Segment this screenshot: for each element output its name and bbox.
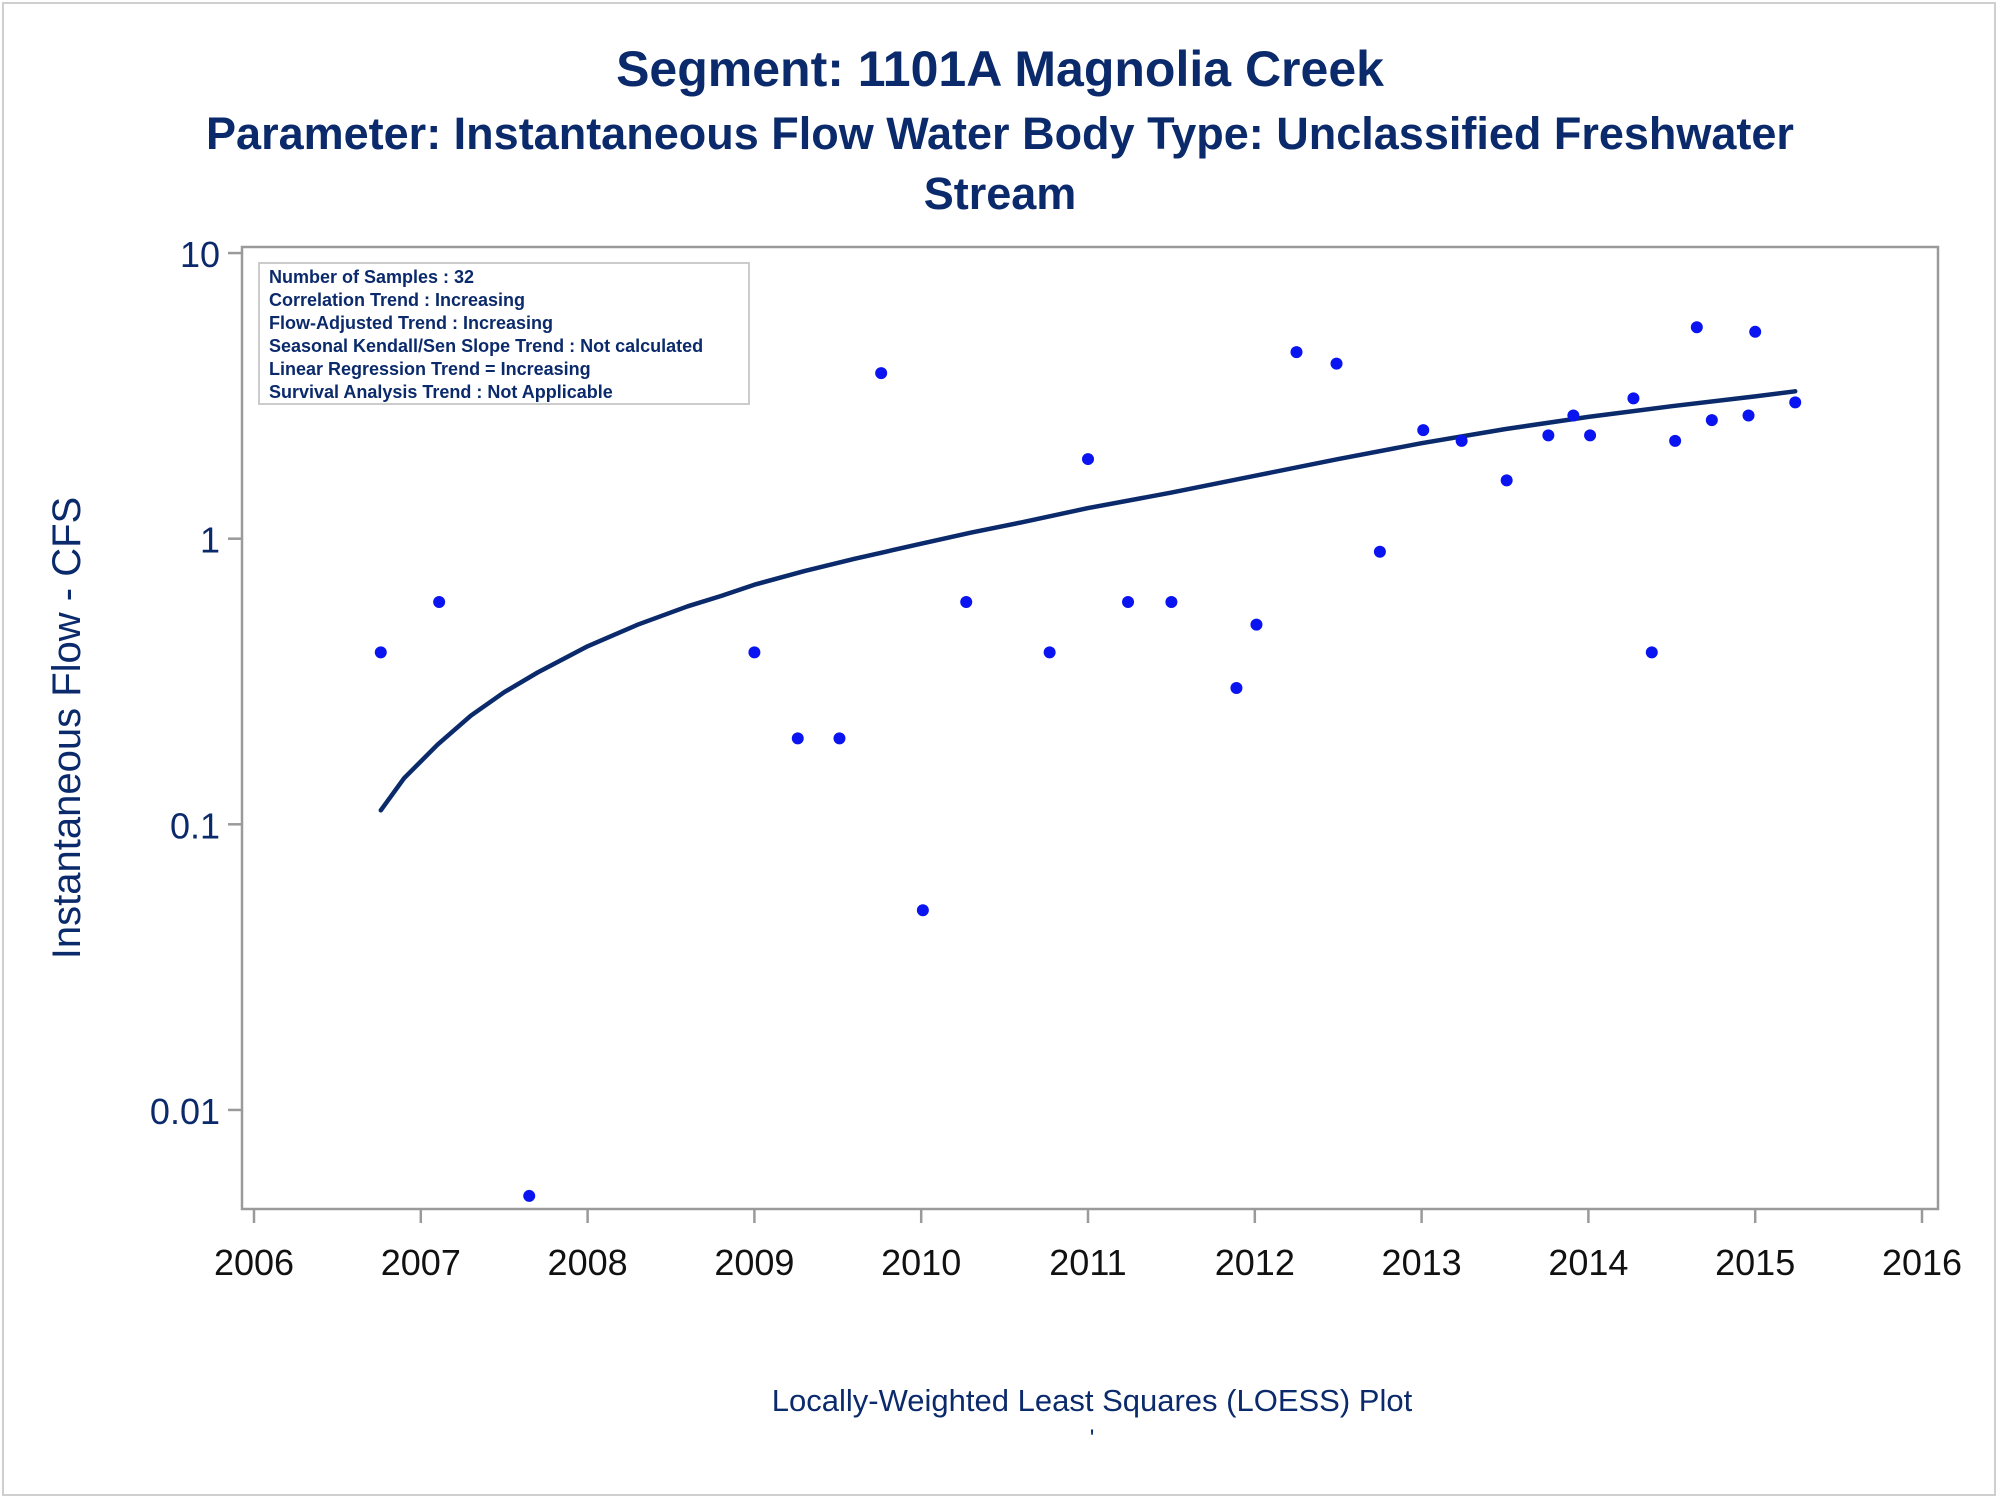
- x-tick-label: 2009: [714, 1242, 794, 1283]
- data-point: [916, 904, 929, 917]
- stats-linear-regression: Linear Regression Trend = Increasing: [269, 359, 591, 379]
- chart-title: Segment: 1101A Magnolia Creek: [616, 41, 1384, 97]
- data-point: [523, 1189, 536, 1202]
- x-tick-label: 2010: [881, 1242, 961, 1283]
- x-tick-label: 2016: [1882, 1242, 1962, 1283]
- data-point: [1417, 424, 1430, 437]
- data-point: [748, 646, 761, 659]
- x-axis: 2006 2007 2008 2009 2010 2011 2012 2013 2014 2015…: [214, 1209, 1962, 1283]
- data-point: [1165, 596, 1178, 609]
- data-point: [1749, 325, 1762, 338]
- data-point: [1789, 396, 1802, 409]
- x-tick-label: 2007: [381, 1242, 461, 1283]
- data-point: [1373, 545, 1386, 558]
- y-tick-label: 0.01: [150, 1091, 220, 1132]
- data-point: [1705, 414, 1718, 427]
- data-point: [875, 367, 888, 380]
- data-point: [1742, 409, 1755, 422]
- data-point: [1230, 682, 1243, 695]
- plot-area: [240, 245, 1940, 1211]
- stats-seasonal-kendall: Seasonal Kendall/Sen Slope Trend : Not c…: [269, 336, 703, 356]
- footnote-mark: ': [1090, 1425, 1095, 1452]
- data-point: [1567, 409, 1580, 422]
- data-point: [1043, 646, 1056, 659]
- chart-subtitle-continued: Stream: [923, 168, 1077, 219]
- data-point: [1082, 453, 1094, 466]
- data-point: [374, 646, 387, 659]
- stats-survival-analysis: Survival Analysis Trend : Not Applicable: [269, 382, 613, 402]
- x-tick-label: 2014: [1548, 1242, 1628, 1283]
- x-tick-label: 2011: [1049, 1242, 1126, 1283]
- data-point: [1455, 434, 1468, 447]
- x-tick-label: 2013: [1382, 1242, 1462, 1283]
- stats-correlation-trend: Correlation Trend : Increasing: [269, 290, 525, 310]
- data-point: [960, 596, 973, 609]
- data-point: [1250, 618, 1263, 631]
- x-tick-label: 2008: [548, 1242, 628, 1283]
- data-point: [1669, 434, 1682, 447]
- y-axis: 10 1 0.1 0.01: [150, 234, 242, 1132]
- data-point: [791, 732, 804, 745]
- x-tick-label: 2012: [1215, 1242, 1295, 1283]
- data-point: [1122, 596, 1135, 609]
- stats-box-border: [258, 262, 750, 405]
- y-tick-label: 10: [180, 234, 220, 275]
- data-point: [1690, 321, 1703, 334]
- loess-trend-line: [378, 389, 1798, 813]
- stats-box: Number of Samples : 32 Correlation Trend…: [258, 262, 750, 405]
- chart-subtitle: Parameter: Instantaneous Flow Water Body…: [206, 108, 1794, 159]
- data-point: [1645, 646, 1658, 659]
- y-tick-label: 1: [200, 520, 220, 561]
- data-point: [1584, 429, 1597, 442]
- data-point: [1500, 474, 1513, 487]
- data-point: [833, 732, 846, 745]
- stats-samples: Number of Samples : 32: [269, 267, 474, 287]
- y-tick-label: 0.1: [170, 805, 220, 846]
- data-point: [1330, 357, 1343, 370]
- y-axis-label: Instantaneous Flow - CFS: [45, 497, 89, 959]
- data-point: [1627, 392, 1640, 405]
- data-point: [1290, 346, 1303, 359]
- x-tick-label: 2006: [214, 1242, 294, 1283]
- footnote: Locally-Weighted Least Squares (LOESS) P…: [772, 1383, 1413, 1418]
- data-points: [374, 321, 1802, 1202]
- x-tick-label: 2015: [1715, 1242, 1795, 1283]
- data-point: [433, 596, 446, 609]
- stats-flow-adjusted-trend: Flow-Adjusted Trend : Increasing: [269, 313, 553, 333]
- data-point: [1542, 429, 1555, 442]
